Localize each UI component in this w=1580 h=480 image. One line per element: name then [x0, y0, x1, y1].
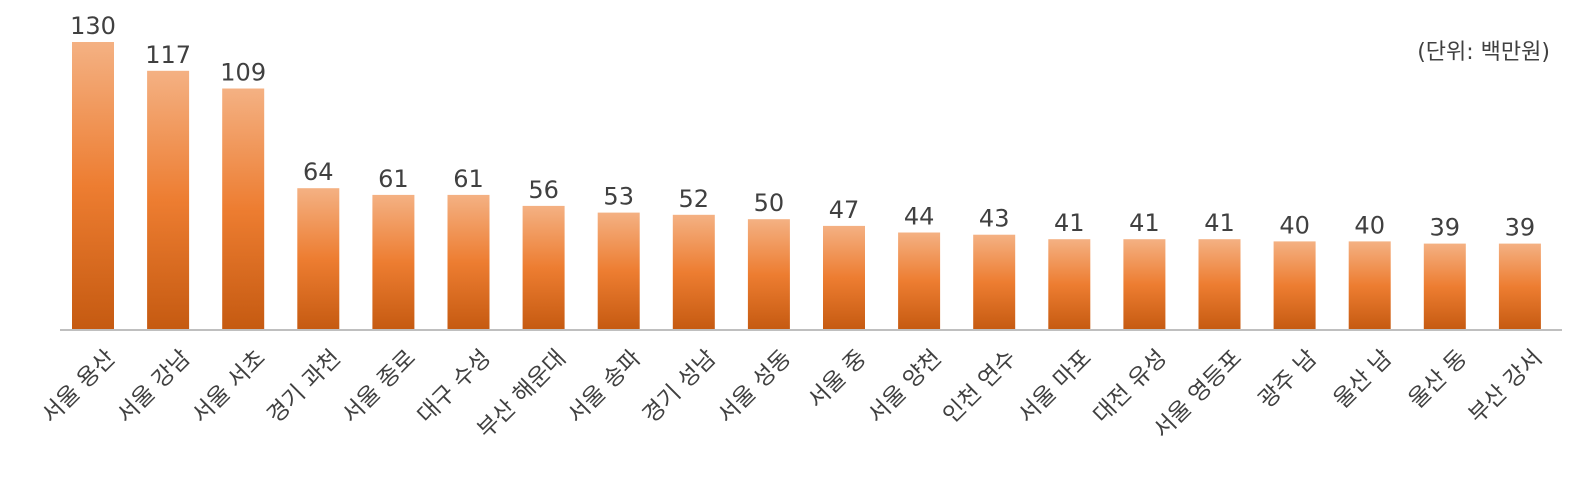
- category-label: 서울 성동: [713, 345, 796, 428]
- category-label: 서울 서초: [187, 345, 270, 428]
- bar-value-label: 40: [1279, 211, 1310, 239]
- bar-value-label: 39: [1505, 214, 1536, 242]
- bar: [597, 212, 640, 330]
- unit-label: (단위: 백만원): [1417, 40, 1550, 65]
- bar: [447, 194, 490, 330]
- bar-value-label: 41: [1129, 209, 1160, 237]
- category-label: 울산 남: [1329, 345, 1397, 413]
- bar: [823, 225, 865, 330]
- bar: [1348, 241, 1391, 330]
- bar: [1273, 241, 1316, 330]
- bar-value-label: 56: [528, 176, 559, 204]
- category-label: 경기 과천: [262, 345, 345, 428]
- bar: [1123, 239, 1166, 330]
- bar-value-label: 53: [603, 183, 634, 211]
- bar-value-label: 52: [679, 185, 710, 213]
- bar: [1048, 239, 1091, 330]
- bar: [72, 42, 114, 330]
- bar-value-label: 43: [979, 205, 1010, 233]
- bar: [672, 214, 715, 330]
- category-label: 서울 용산: [37, 345, 120, 428]
- bar: [1498, 243, 1541, 330]
- bar: [147, 70, 190, 331]
- bar-value-label: 50: [754, 189, 785, 217]
- category-label: 인천 연수: [938, 345, 1021, 428]
- bar-value-label: 40: [1354, 211, 1385, 239]
- category-label: 서울 송파: [563, 345, 646, 428]
- bar: [372, 194, 415, 330]
- bar-value-label: 64: [303, 158, 334, 186]
- bar-value-label: 41: [1054, 209, 1085, 237]
- category-label: 경기 성남: [638, 345, 721, 428]
- bar-value-label: 61: [378, 165, 409, 193]
- category-label: 울산 동: [1404, 345, 1472, 413]
- bar: [1423, 243, 1466, 330]
- bar: [222, 88, 265, 330]
- category-label: 광주 남: [1254, 345, 1322, 413]
- bar-value-label: 47: [829, 196, 860, 224]
- bar: [898, 232, 941, 330]
- bar-value-label: 39: [1430, 214, 1461, 242]
- category-label: 서울 강남: [112, 345, 195, 428]
- bar-value-label: 130: [70, 12, 116, 40]
- bar-value-label: 41: [1204, 209, 1235, 237]
- bar-value-label: 44: [904, 203, 935, 231]
- bar-value-label: 117: [145, 41, 191, 69]
- category-label: 서울 중: [803, 345, 871, 413]
- bar-value-label: 109: [220, 59, 266, 87]
- category-label: 서울 종로: [338, 345, 421, 428]
- bar-value-label: 61: [453, 165, 484, 193]
- bar: [297, 188, 340, 330]
- bar: [1198, 239, 1241, 330]
- category-label: 서울 마포: [1013, 345, 1096, 428]
- category-label: 서울 양천: [863, 345, 946, 428]
- bar: [522, 205, 565, 330]
- category-label: 부산 강서: [1464, 345, 1547, 428]
- bar: [747, 219, 790, 330]
- bar: [973, 234, 1016, 330]
